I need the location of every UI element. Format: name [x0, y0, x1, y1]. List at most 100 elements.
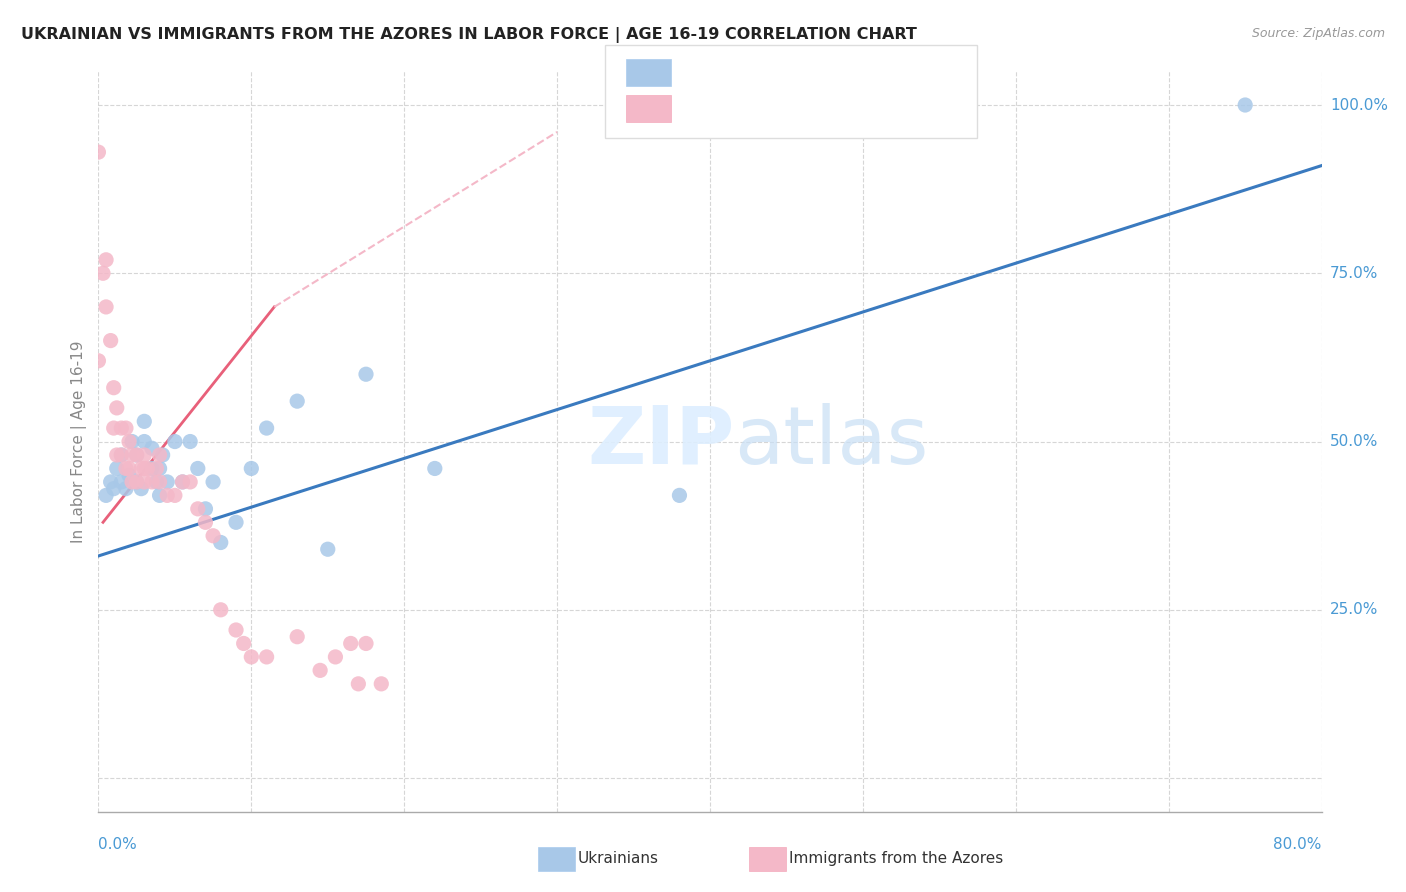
Point [149, 461, 172, 475]
Point [194, 501, 217, 516]
Point [94, 252, 117, 267]
Point [149, 488, 172, 502]
Text: Ukrainians: Ukrainians [578, 852, 659, 866]
Text: 75.0%: 75.0% [1330, 266, 1378, 281]
Point [121, 434, 143, 449]
Point [256, 649, 278, 664]
Point [194, 516, 217, 530]
Point [115, 421, 138, 435]
Text: 0.0%: 0.0% [98, 837, 138, 852]
Point [105, 401, 128, 415]
Point [325, 649, 347, 664]
Point [202, 475, 225, 489]
Point [339, 636, 361, 650]
Point [134, 448, 156, 462]
Y-axis label: In Labor Force | Age 16-19: In Labor Force | Age 16-19 [72, 340, 87, 543]
Point [172, 475, 194, 489]
Point [87, 353, 110, 368]
Text: UKRAINIAN VS IMMIGRANTS FROM THE AZORES IN LABOR FORCE | AGE 16-19 CORRELATION C: UKRAINIAN VS IMMIGRANTS FROM THE AZORES … [21, 27, 917, 43]
Point [125, 448, 148, 462]
Point [285, 630, 308, 644]
Point [285, 394, 308, 409]
Point [103, 421, 125, 435]
Point [145, 461, 167, 475]
Point [87, 145, 110, 160]
Point [105, 448, 128, 462]
Point [256, 421, 278, 435]
Point [225, 623, 247, 637]
Point [316, 542, 339, 557]
Text: Immigrants from the Azores: Immigrants from the Azores [789, 852, 1002, 866]
Point [179, 475, 201, 489]
Point [110, 421, 132, 435]
Point [118, 468, 141, 483]
Text: R = 0.201   N = 48: R = 0.201 N = 48 [676, 100, 841, 118]
Point [209, 535, 232, 549]
Point [187, 501, 209, 516]
Point [347, 677, 370, 691]
Point [103, 482, 125, 496]
Point [187, 461, 209, 475]
Point [105, 461, 128, 475]
Point [134, 414, 156, 428]
Point [354, 368, 377, 382]
Point [121, 475, 143, 489]
Point [240, 649, 263, 664]
Text: Source: ZipAtlas.com: Source: ZipAtlas.com [1251, 27, 1385, 40]
Point [149, 448, 172, 462]
Point [156, 475, 179, 489]
Point [141, 475, 163, 489]
Text: 50.0%: 50.0% [1330, 434, 1378, 449]
Point [354, 636, 377, 650]
Point [100, 475, 122, 489]
Point [225, 516, 247, 530]
Point [145, 475, 167, 489]
Point [110, 448, 132, 462]
Point [103, 381, 125, 395]
Text: ZIP: ZIP [588, 402, 734, 481]
Point [202, 529, 225, 543]
Text: R = 0.418   N = 37: R = 0.418 N = 37 [676, 63, 841, 81]
Point [94, 488, 117, 502]
Point [163, 434, 186, 449]
Point [423, 461, 446, 475]
Point [179, 434, 201, 449]
Text: 80.0%: 80.0% [1274, 837, 1322, 852]
Point [125, 475, 148, 489]
Point [118, 461, 141, 475]
Point [115, 461, 138, 475]
Text: 100.0%: 100.0% [1330, 97, 1388, 112]
Point [134, 475, 156, 489]
Point [100, 334, 122, 348]
Point [94, 300, 117, 314]
Point [163, 488, 186, 502]
Point [209, 603, 232, 617]
Point [141, 442, 163, 456]
Text: atlas: atlas [734, 402, 929, 481]
Point [129, 482, 152, 496]
Point [172, 475, 194, 489]
Point [125, 475, 148, 489]
Point [134, 434, 156, 449]
Point [136, 461, 159, 475]
Point [115, 482, 138, 496]
Point [121, 448, 143, 462]
Point [240, 461, 263, 475]
Point [141, 461, 163, 475]
Point [370, 677, 392, 691]
Point [110, 448, 132, 462]
Point [1234, 98, 1257, 112]
Text: 25.0%: 25.0% [1330, 602, 1378, 617]
Point [668, 488, 690, 502]
Point [118, 434, 141, 449]
Point [125, 448, 148, 462]
Point [129, 461, 152, 475]
Point [156, 488, 179, 502]
Point [152, 448, 174, 462]
Point [134, 461, 156, 475]
Point [149, 475, 172, 489]
Point [309, 664, 332, 678]
Point [110, 475, 132, 489]
Point [91, 266, 114, 280]
Point [232, 636, 254, 650]
